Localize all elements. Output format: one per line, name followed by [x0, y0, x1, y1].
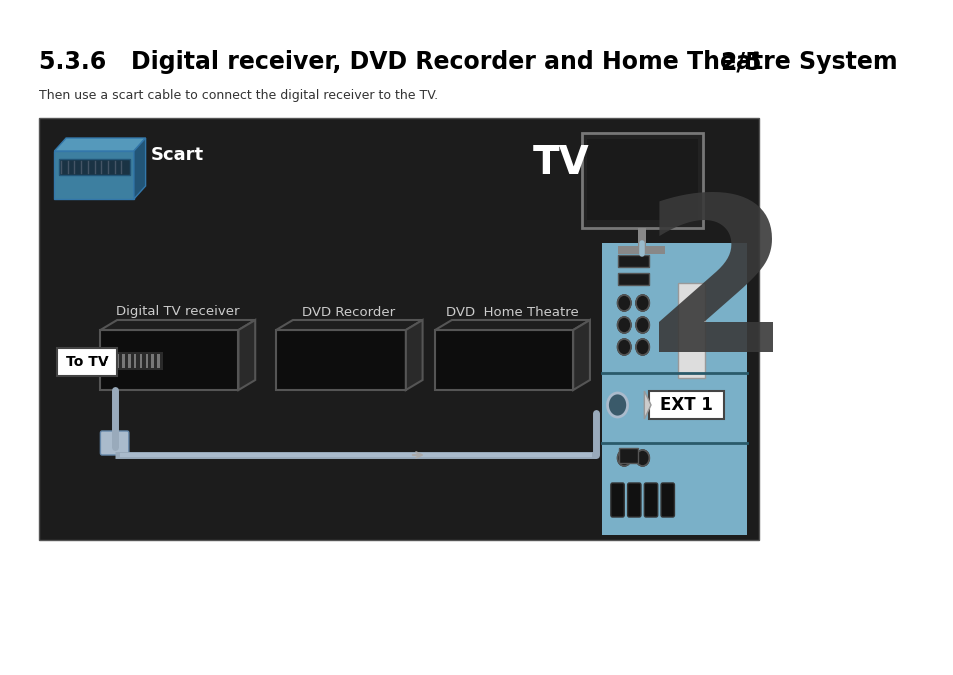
Bar — [122, 354, 125, 368]
Polygon shape — [133, 138, 146, 199]
Polygon shape — [573, 320, 589, 390]
Bar — [586, 139, 698, 220]
Bar — [39, 118, 759, 540]
Bar — [617, 255, 649, 267]
Text: DVD Recorder: DVD Recorder — [302, 306, 395, 319]
Polygon shape — [238, 320, 255, 390]
Circle shape — [617, 450, 630, 466]
Bar — [618, 246, 664, 254]
Circle shape — [636, 295, 649, 311]
Bar — [58, 159, 130, 175]
Text: To TV: To TV — [66, 355, 109, 369]
Text: 2/5: 2/5 — [720, 50, 760, 74]
Text: 2: 2 — [641, 188, 791, 398]
Polygon shape — [100, 320, 255, 330]
Circle shape — [636, 317, 649, 333]
Bar — [57, 348, 117, 376]
Bar — [111, 354, 112, 368]
Text: Scart: Scart — [151, 146, 204, 164]
Circle shape — [636, 450, 649, 466]
FancyBboxPatch shape — [610, 483, 623, 517]
Polygon shape — [435, 320, 589, 330]
Bar — [116, 354, 119, 368]
Bar — [109, 352, 163, 370]
FancyBboxPatch shape — [643, 483, 657, 517]
Bar — [677, 283, 704, 378]
Bar — [133, 354, 136, 368]
Polygon shape — [405, 320, 422, 390]
Text: 5.3.6   Digital receiver, DVD Recorder and Home Theatre System: 5.3.6 Digital receiver, DVD Recorder and… — [39, 50, 897, 74]
Bar — [157, 354, 160, 368]
Text: Digital TV receiver: Digital TV receiver — [115, 306, 239, 319]
Circle shape — [617, 317, 630, 333]
Polygon shape — [54, 138, 146, 151]
Bar — [581, 133, 702, 228]
FancyBboxPatch shape — [100, 431, 129, 455]
Bar — [100, 330, 238, 390]
Circle shape — [636, 339, 649, 355]
Bar — [618, 448, 637, 463]
Circle shape — [617, 339, 630, 355]
Circle shape — [617, 295, 630, 311]
Polygon shape — [275, 320, 422, 330]
Bar — [54, 151, 133, 199]
FancyBboxPatch shape — [660, 483, 674, 517]
Polygon shape — [643, 391, 650, 419]
Bar — [435, 330, 573, 390]
Circle shape — [607, 393, 627, 417]
Text: EXT 1: EXT 1 — [659, 396, 712, 414]
Bar — [275, 330, 405, 390]
Bar — [648, 391, 723, 419]
Bar — [617, 273, 649, 285]
FancyBboxPatch shape — [627, 483, 640, 517]
Bar — [602, 243, 746, 535]
Bar — [637, 228, 645, 246]
Bar — [146, 354, 148, 368]
Text: DVD  Home Theatre: DVD Home Theatre — [445, 306, 578, 319]
Text: Then use a scart cable to connect the digital receiver to the TV.: Then use a scart cable to connect the di… — [39, 88, 438, 101]
Text: TV: TV — [532, 144, 588, 182]
Bar — [139, 354, 142, 368]
Bar — [128, 354, 131, 368]
Bar — [152, 354, 153, 368]
